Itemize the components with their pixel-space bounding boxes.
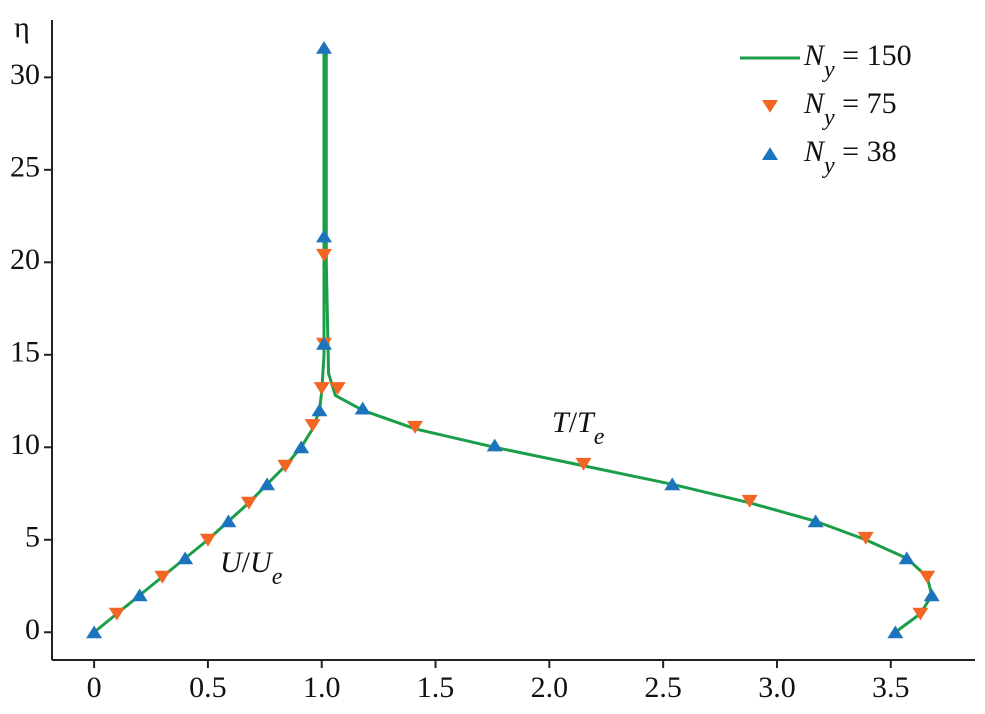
data-point [857, 531, 874, 545]
y-tick-label: 15 [10, 336, 40, 369]
y-axis-label: η [14, 11, 30, 44]
legend-label: Ny = 75 [803, 87, 897, 131]
data-point [575, 457, 592, 471]
data-point [277, 459, 294, 473]
data-point [199, 533, 216, 547]
data-point [741, 494, 758, 508]
y-tick-label: 10 [10, 428, 40, 461]
data-point [923, 588, 940, 602]
data-point [919, 570, 936, 584]
data-point [329, 382, 346, 395]
data-point [259, 477, 276, 491]
x-tick-label: 2.0 [531, 671, 569, 704]
x-tick-label: 0.5 [189, 671, 227, 704]
y-tick-label: 5 [25, 521, 40, 554]
data-point [486, 438, 503, 452]
annotation: U/Ue [220, 546, 283, 590]
data-point [108, 607, 125, 621]
data-point [807, 514, 824, 528]
data-point [131, 588, 148, 602]
x-tick-label: 2.5 [644, 671, 682, 704]
data-point [86, 625, 103, 639]
data-point [354, 401, 371, 415]
data-point [313, 382, 330, 395]
data-point [316, 248, 333, 262]
data-point [316, 229, 333, 243]
x-tick-label: 1.0 [303, 671, 341, 704]
data-point [407, 420, 424, 434]
data-point [293, 440, 310, 454]
data-point [311, 403, 328, 417]
data-point [316, 40, 333, 54]
data-point [664, 477, 681, 491]
data-point [240, 496, 257, 510]
y-tick-label: 20 [10, 243, 40, 276]
data-point [887, 625, 904, 639]
data-point [177, 551, 194, 565]
y-tick-label: 0 [25, 613, 40, 646]
data-point [898, 551, 915, 565]
x-tick-label: 3.5 [872, 671, 910, 704]
data-point [304, 419, 321, 432]
data-point [912, 607, 929, 621]
data-point [316, 336, 333, 350]
annotation: T/Te [552, 406, 605, 450]
y-tick-label: 25 [10, 151, 40, 184]
legend-swatch [762, 100, 778, 113]
data-point [154, 570, 171, 584]
legend-label: Ny = 150 [803, 39, 912, 83]
legend-label: Ny = 38 [803, 135, 897, 179]
x-tick-label: 3.0 [758, 671, 796, 704]
legend-swatch [762, 147, 778, 160]
x-tick-label: 0 [87, 671, 102, 704]
x-tick-label: 1.5 [417, 671, 455, 704]
y-tick-label: 30 [10, 58, 40, 91]
data-point [220, 514, 237, 528]
